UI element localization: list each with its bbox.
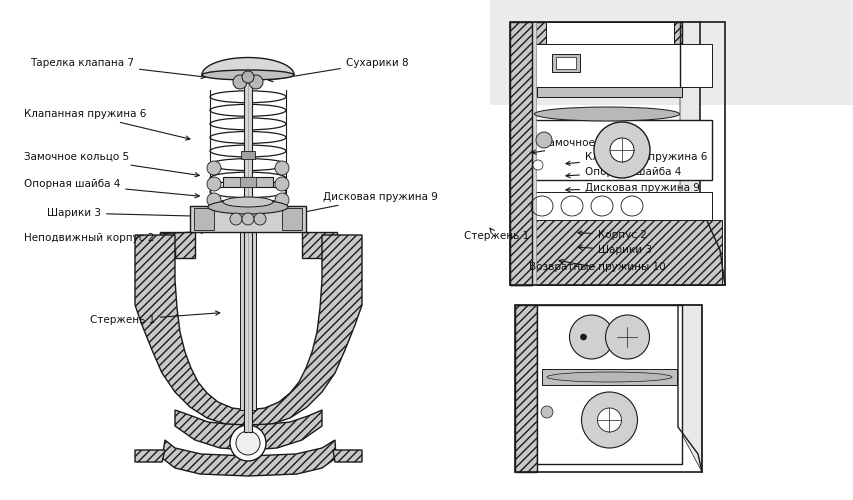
Ellipse shape xyxy=(569,315,612,359)
Bar xyxy=(244,82,252,432)
Bar xyxy=(537,305,682,464)
Bar xyxy=(545,22,673,44)
Text: Шарики 3: Шарики 3 xyxy=(47,208,207,218)
Text: Шарики 3: Шарики 3 xyxy=(577,245,651,255)
Polygon shape xyxy=(333,450,362,462)
Circle shape xyxy=(206,177,221,191)
Circle shape xyxy=(229,213,241,225)
Circle shape xyxy=(241,71,253,83)
Circle shape xyxy=(206,193,221,207)
Bar xyxy=(531,192,711,220)
Bar xyxy=(509,22,531,285)
Bar xyxy=(531,220,721,285)
Circle shape xyxy=(580,334,586,340)
Text: Возвратные пружины 10: Возвратные пружины 10 xyxy=(529,260,665,272)
Bar xyxy=(509,22,531,285)
Polygon shape xyxy=(135,235,247,426)
Circle shape xyxy=(253,213,265,225)
Bar xyxy=(509,22,724,285)
Bar xyxy=(531,22,682,44)
Circle shape xyxy=(536,132,551,148)
Polygon shape xyxy=(162,440,335,476)
Text: Замочное кольцо 5: Замочное кольцо 5 xyxy=(24,152,199,177)
Text: Клапанная пружина 6: Клапанная пружина 6 xyxy=(566,152,706,166)
Text: Сухарики 8: Сухарики 8 xyxy=(269,58,408,82)
Bar xyxy=(537,87,682,97)
Polygon shape xyxy=(160,232,194,258)
Text: Тарелка клапана 7: Тарелка клапана 7 xyxy=(30,58,205,78)
Circle shape xyxy=(206,161,221,175)
Circle shape xyxy=(275,193,288,207)
Bar xyxy=(514,305,701,472)
Text: Опорная шайба 4: Опорная шайба 4 xyxy=(24,179,199,198)
Ellipse shape xyxy=(208,200,287,214)
Ellipse shape xyxy=(547,372,671,382)
Bar xyxy=(509,22,536,285)
Text: Стержень 1: Стержень 1 xyxy=(90,311,219,325)
Text: Замочное кольцо 5: Замочное кольцо 5 xyxy=(531,138,647,154)
Text: Стержень 1: Стержень 1 xyxy=(463,228,528,241)
Bar xyxy=(531,120,711,180)
Circle shape xyxy=(532,160,543,170)
Bar xyxy=(555,57,575,69)
Ellipse shape xyxy=(605,315,649,359)
Bar xyxy=(189,206,305,232)
Text: Клапанная пружина 6: Клапанная пружина 6 xyxy=(24,109,189,140)
Bar xyxy=(490,0,853,105)
Polygon shape xyxy=(247,235,362,426)
Text: Корпус 2: Корпус 2 xyxy=(577,230,646,240)
Bar xyxy=(542,369,676,385)
Circle shape xyxy=(597,408,621,432)
Circle shape xyxy=(233,75,247,89)
Bar xyxy=(281,208,302,230)
Text: Опорная шайба 4: Опорная шайба 4 xyxy=(566,167,681,177)
Text: Дисковая пружина 9: Дисковая пружина 9 xyxy=(566,183,699,193)
Circle shape xyxy=(241,213,253,225)
Bar xyxy=(551,54,579,72)
Ellipse shape xyxy=(534,107,679,121)
Polygon shape xyxy=(175,410,322,450)
Bar xyxy=(223,177,273,187)
Bar xyxy=(531,44,711,87)
Bar xyxy=(240,177,256,187)
Circle shape xyxy=(275,177,288,191)
Circle shape xyxy=(229,425,265,461)
Text: Дисковая пружина 9: Дисковая пружина 9 xyxy=(276,192,438,219)
Polygon shape xyxy=(677,305,701,472)
Bar xyxy=(514,305,537,472)
Circle shape xyxy=(594,122,649,178)
Circle shape xyxy=(235,431,259,455)
Ellipse shape xyxy=(223,197,273,207)
Circle shape xyxy=(275,161,288,175)
Polygon shape xyxy=(135,450,165,462)
Circle shape xyxy=(540,406,553,418)
Bar xyxy=(241,151,255,159)
Polygon shape xyxy=(302,232,337,258)
Circle shape xyxy=(609,138,633,162)
Polygon shape xyxy=(679,22,724,285)
Text: Неподвижный корпус 2: Неподвижный корпус 2 xyxy=(24,230,205,243)
Ellipse shape xyxy=(202,70,293,80)
Circle shape xyxy=(581,392,636,448)
Bar xyxy=(240,230,256,410)
Bar xyxy=(194,208,214,230)
Circle shape xyxy=(249,75,263,89)
